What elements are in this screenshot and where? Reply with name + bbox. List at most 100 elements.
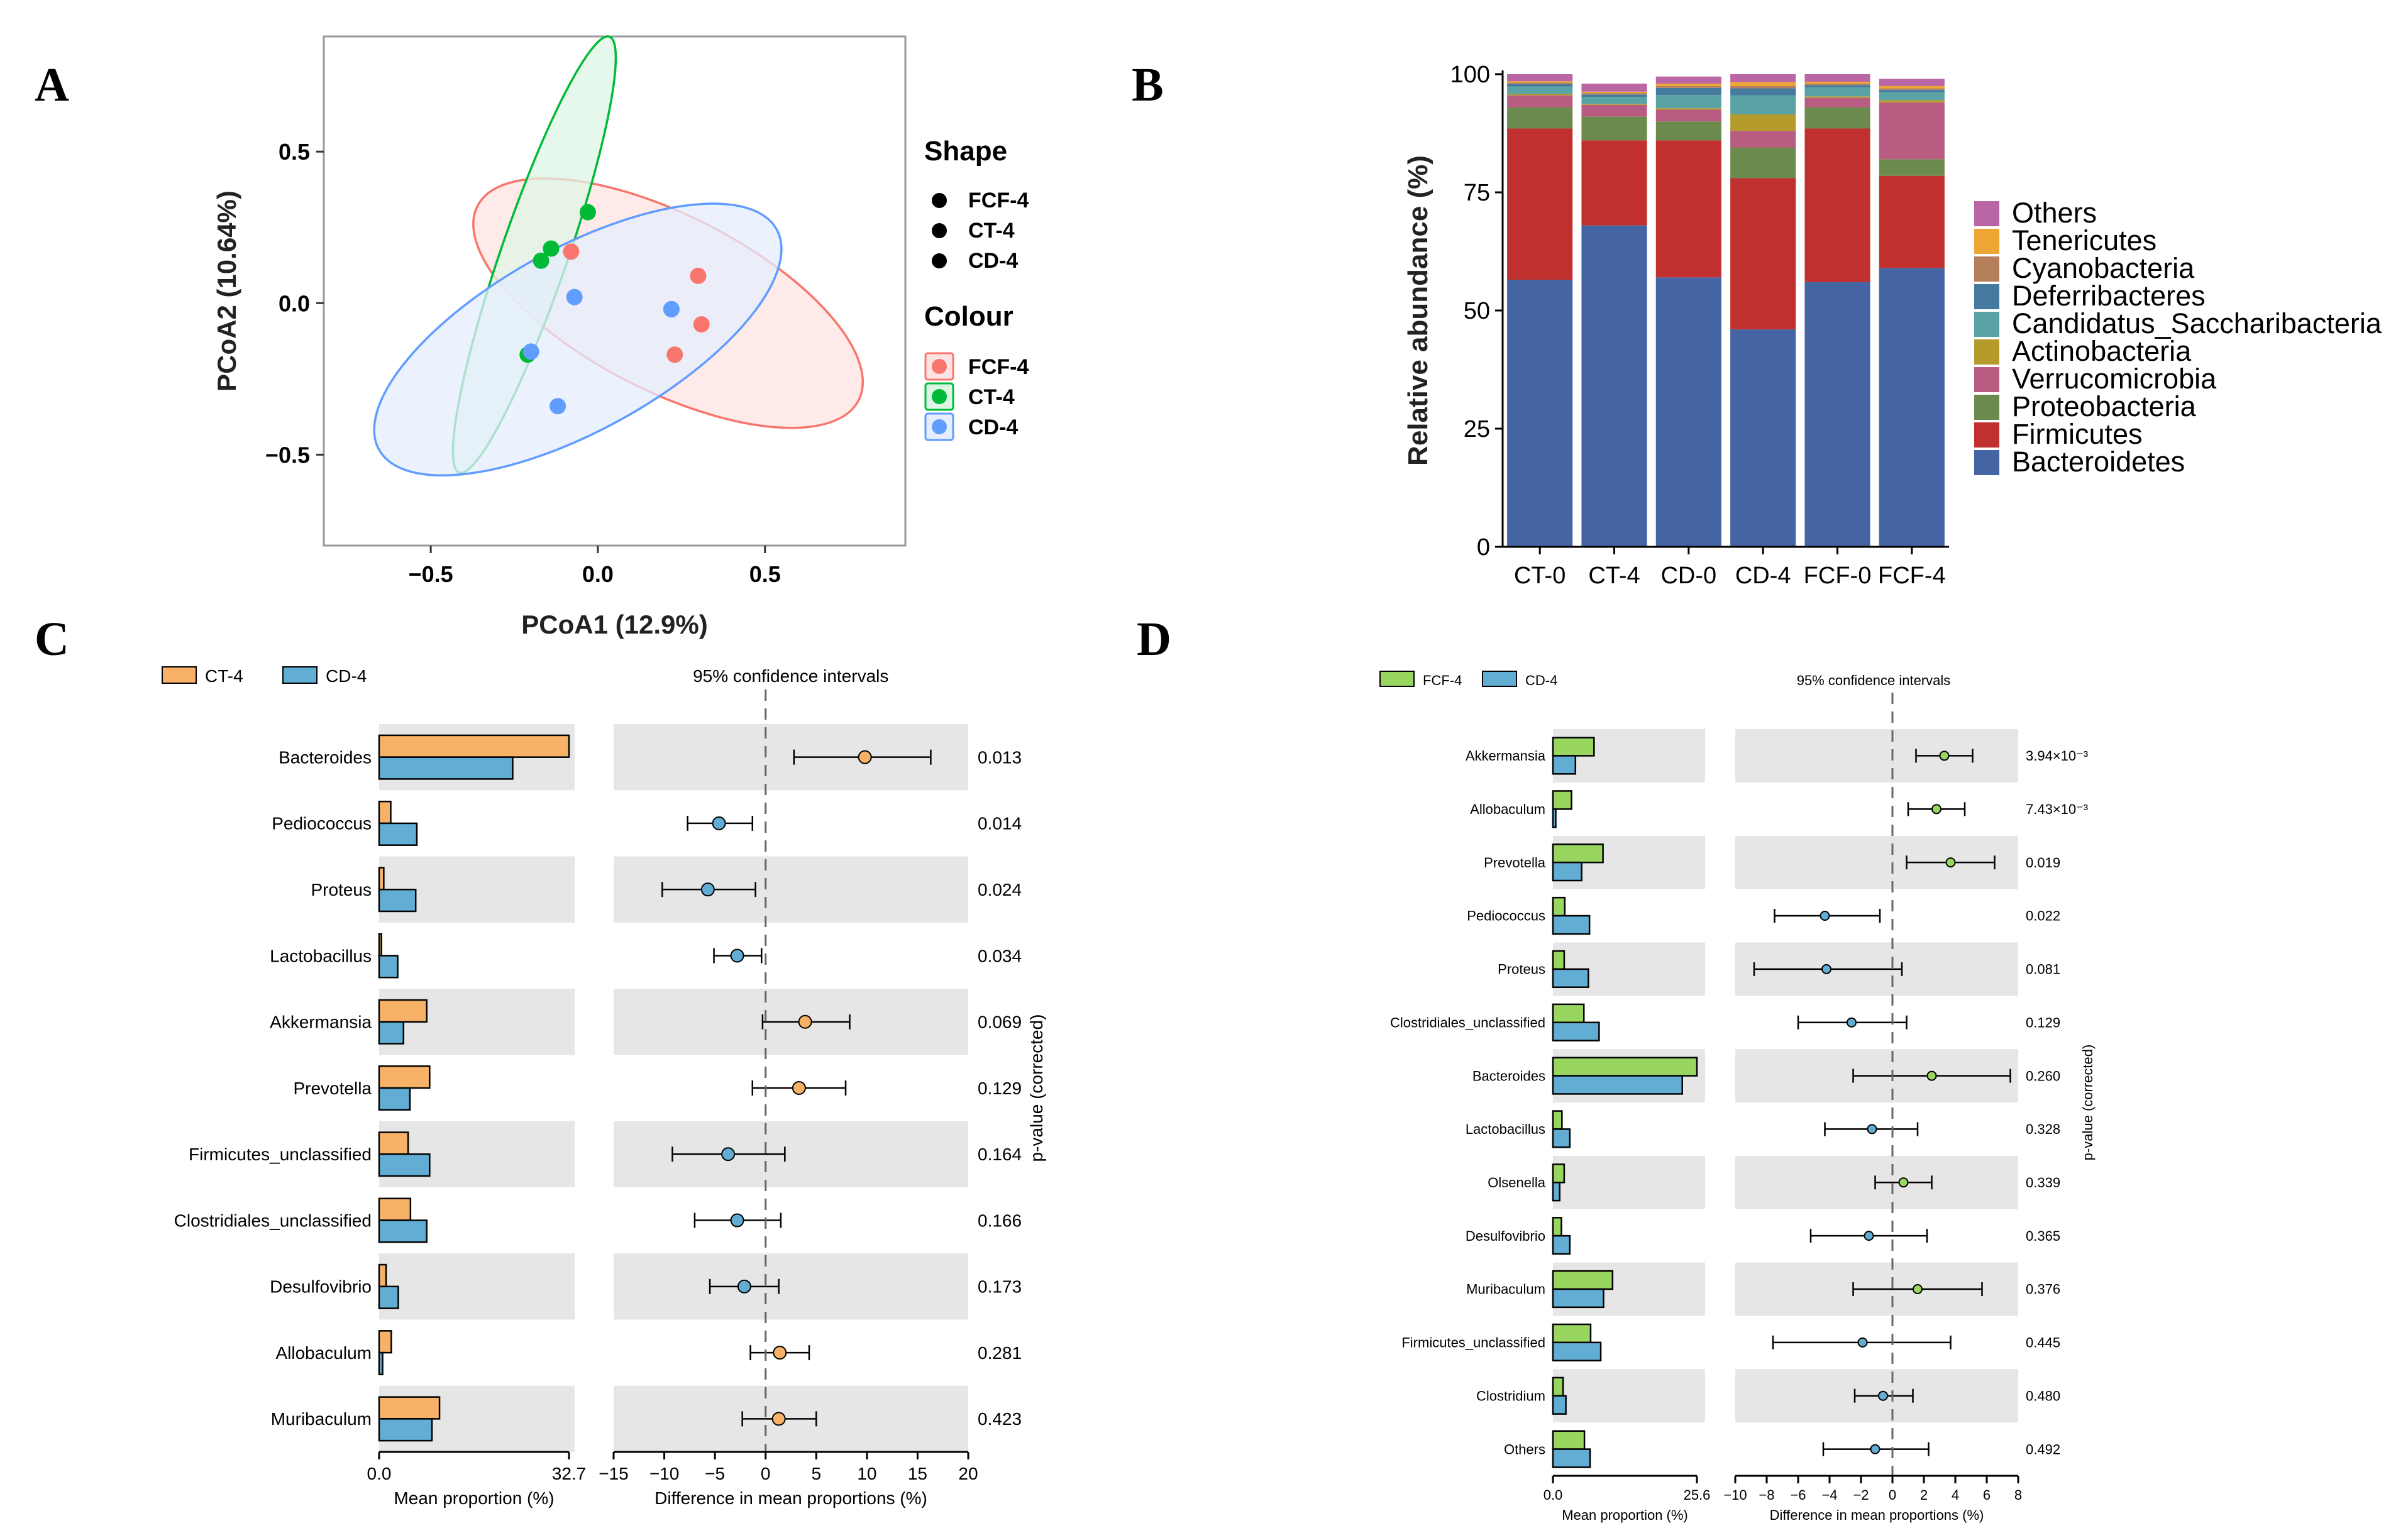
legend-colour-marker-ct-4 — [932, 389, 947, 404]
legend-swatch-proteobacteria — [1974, 395, 1999, 420]
bar-cd-4-desulfovibrio — [378, 1285, 399, 1309]
y-tick-label: 50 — [1464, 298, 1490, 324]
y-tick-label: 0.0 — [279, 290, 310, 316]
diff-point-pediococcus — [712, 816, 726, 830]
bar-segment-fcf-4-deferribacteres — [1879, 89, 1945, 92]
pcoa-plot: −0.5 0.0 0.5 0.5 0.0 −0.5 PCoA1 (12.9%) PCoA2 (… — [212, 35, 1029, 639]
p-value-olsenella: 0.339 — [2026, 1175, 2060, 1190]
y-axis-title: Relative abundance (%) — [1403, 155, 1433, 466]
feature-label-others: Others — [1504, 1441, 1545, 1457]
feature-label-muribaculum: Muribaculum — [271, 1409, 372, 1429]
bar-segment-cd-4-cyanobacteria — [1730, 85, 1796, 89]
bar-segment-ct-0-actinobacteria — [1507, 94, 1573, 96]
bar-fcf-4-desulfovibrio — [1552, 1217, 1562, 1237]
legend-swatch-deferribacteres — [1974, 284, 1999, 309]
feature-label-desulfovibrio: Desulfovibrio — [270, 1277, 372, 1297]
p-value-lactobacillus: 0.328 — [2026, 1121, 2060, 1137]
bar-ct-4-allobaculum — [378, 1330, 392, 1354]
point-fcf-4-2 — [690, 267, 707, 284]
bar-segment-fcf-0-bacteroidetes — [1804, 282, 1870, 547]
bar-cd-4-allobaculum — [1552, 808, 1557, 828]
row-band-bar — [1553, 1369, 1705, 1423]
legend-swatch-verrucomicrobia — [1974, 367, 1999, 392]
bar-segment-fcf-4-candidatus-saccharibacteria — [1879, 92, 1945, 101]
bar-cd-4-desulfovibrio — [1552, 1234, 1571, 1255]
bar-cd-4-proteus — [378, 888, 417, 913]
y-tick-label: 0.5 — [279, 139, 310, 165]
extended-error-bar-plot-c: CT-4 CD-4 95% confidence intervals Bacteroi… — [162, 666, 1046, 1508]
bar-segment-ct-0-deferribacteres — [1507, 84, 1573, 87]
bar-segment-cd-4-others — [1730, 74, 1796, 82]
p-value-muribaculum: 0.423 — [978, 1409, 1022, 1429]
y-axis-title: PCoA2 (10.64%) — [212, 190, 241, 392]
stacked-bar-chart: CT-0 CT-4 CD-0 CD-4 FCF-0 FCF-4 0 25 50 75 100 Rela… — [1403, 62, 2382, 589]
legend-colour-marker-fcf-4 — [932, 359, 947, 374]
bar-fcf-4-allobaculum — [1552, 790, 1572, 810]
bar-segment-ct-4-proteobacteria — [1581, 116, 1647, 141]
ci-title: 95% confidence intervals — [693, 666, 888, 686]
bar-fcf-4-olsenella — [1552, 1163, 1566, 1184]
legend-swatch-candidatus-saccharibacteria — [1974, 312, 1999, 337]
diff-x-tick-label: −8 — [1759, 1487, 1774, 1503]
bar-segment-ct-0-others — [1507, 74, 1573, 82]
bar-cd-4-allobaculum — [378, 1351, 384, 1376]
x-tick-label: FCF-4 — [1878, 563, 1946, 589]
bar-ct-4-bacteroides — [378, 734, 570, 758]
bar-segment-cd-4-actinobacteria — [1730, 114, 1796, 131]
legend-shape-label-cd-4: CD-4 — [968, 249, 1018, 273]
bar-ct-4-lactobacillus — [378, 933, 382, 957]
bar-segment-cd-0-deferribacteres — [1655, 87, 1721, 96]
row-band-bar — [1553, 1155, 1705, 1209]
p-value-akkermansia: 0.069 — [978, 1013, 1022, 1032]
legend-label-others: Others — [2012, 197, 2097, 229]
y-tick-label: 75 — [1464, 180, 1490, 206]
legend-colour-marker-cd-4 — [932, 419, 947, 434]
bar-fcf-4-prevotella — [1552, 843, 1604, 864]
legend-label-deferribacteres: Deferribacteres — [2012, 280, 2206, 312]
bar-cd-4-lactobacillus — [1552, 1128, 1571, 1148]
legend-shape-title: Shape — [924, 136, 1007, 167]
bar-segment-fcf-0-proteobacteria — [1804, 107, 1870, 129]
legend-colour-title: Colour — [924, 301, 1013, 332]
bar-cd-4-prevotella — [378, 1087, 411, 1111]
p-value-desulfovibrio: 0.365 — [2026, 1228, 2060, 1244]
row-band-diff — [614, 1121, 968, 1187]
bar-ct-4-proteus — [378, 867, 385, 891]
legend-label-candidatus-saccharibacteria: Candidatus_Saccharibacteria — [2012, 307, 2382, 339]
bar-segment-fcf-4-others — [1879, 79, 1945, 86]
bar-ct-4-pediococcus — [378, 800, 392, 825]
diff-x-tick-label: 8 — [2014, 1487, 2022, 1503]
legend-swatch-cd-4 — [1482, 671, 1517, 687]
bar-segment-ct-4-verrucomicrobia — [1581, 104, 1647, 117]
bar-fcf-4-akkermansia — [1552, 737, 1595, 757]
legend-label-cd-4: CD-4 — [326, 666, 367, 686]
bar-segment-fcf-0-deferribacteres — [1804, 85, 1870, 88]
feature-label-prevotella: Prevotella — [1484, 855, 1546, 871]
diff-point-lactobacillus — [730, 948, 744, 963]
p-value-firmicutes-unclassified: 0.445 — [2026, 1335, 2060, 1351]
p-value-axis-title: p-value (corrected) — [1027, 1014, 1046, 1162]
point-cd-4-4 — [550, 398, 566, 415]
legend-swatch-cd-4 — [282, 666, 318, 684]
bar-cd-4-prevotella — [1552, 861, 1582, 882]
bar-fcf-4-others — [1552, 1430, 1586, 1450]
point-cd-4-3 — [522, 343, 539, 360]
diff-point-pediococcus — [1820, 911, 1830, 921]
diff-point-bacteroides — [858, 750, 872, 764]
extended-error-bar-plot-d: FCF-4 CD-4 95% confidence intervals Akkerma… — [1379, 671, 2096, 1523]
y-tick-label: 25 — [1464, 416, 1490, 442]
diff-x-tick-label: −5 — [705, 1464, 725, 1483]
feature-label-lactobacillus: Lactobacillus — [1466, 1121, 1545, 1137]
point-fcf-4-1 — [563, 243, 580, 260]
point-ct-4-2 — [543, 240, 560, 257]
bar-segment-fcf-0-candidatus-saccharibacteria — [1804, 87, 1870, 97]
bar-x-tick-label: 25.6 — [1684, 1487, 1711, 1503]
p-value-prevotella: 0.129 — [978, 1079, 1022, 1098]
bar-segment-ct-0-verrucomicrobia — [1507, 95, 1573, 107]
bar-segment-cd-4-tenericutes — [1730, 82, 1796, 86]
x-tick-label: CT-4 — [1588, 563, 1640, 589]
bar-segment-fcf-0-firmicutes — [1804, 128, 1870, 282]
bar-x-tick-label: 0.0 — [367, 1464, 392, 1483]
row-band-bar — [379, 1253, 575, 1320]
bar-segment-cd-4-proteobacteria — [1730, 147, 1796, 179]
